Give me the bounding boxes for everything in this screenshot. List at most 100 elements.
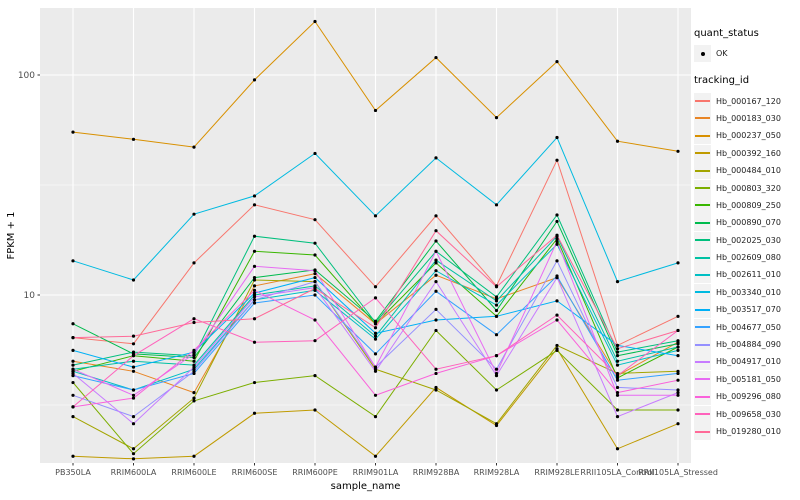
legend-entry-label: Hb_000167_120 <box>716 96 781 106</box>
data-point <box>313 374 317 378</box>
data-point <box>252 288 257 292</box>
legend-entry-Hb_000167_120: Hb_000167_120 <box>694 92 800 110</box>
data-point <box>71 322 75 326</box>
plot-panel <box>40 8 691 463</box>
data-point <box>71 130 75 134</box>
data-point <box>252 317 257 321</box>
data-point <box>71 374 75 378</box>
data-point <box>313 253 317 257</box>
data-point <box>192 369 196 373</box>
data-point <box>313 151 317 156</box>
data-point <box>192 261 196 265</box>
y-tick-label: 10 <box>24 291 36 301</box>
legend-key-box <box>694 405 711 423</box>
legend-entry-label: Hb_000237_050 <box>716 131 781 141</box>
data-point <box>252 203 257 207</box>
data-point <box>494 388 499 392</box>
data-point <box>676 371 680 376</box>
data-point <box>71 348 75 352</box>
legend-entry-Hb_002025_030: Hb_002025_030 <box>694 231 800 249</box>
x-tick-label: RRIM600PE <box>292 468 338 477</box>
data-point <box>434 328 438 333</box>
legend-key-box <box>694 370 711 388</box>
line-glyph-icon <box>695 221 710 224</box>
data-point <box>494 203 499 207</box>
data-point <box>676 149 680 153</box>
data-point <box>313 286 317 291</box>
legend-key-box <box>694 423 711 440</box>
legend-entry-Hb_000237_050: Hb_000237_050 <box>694 127 800 145</box>
data-point <box>555 60 559 64</box>
data-point <box>494 308 499 313</box>
data-point <box>555 219 559 224</box>
data-point <box>373 108 378 113</box>
data-point <box>252 295 257 299</box>
data-point <box>676 328 680 333</box>
data-point <box>373 214 378 218</box>
data-point <box>373 320 378 325</box>
data-point <box>434 318 438 322</box>
data-point <box>615 393 620 397</box>
data-point <box>252 301 257 305</box>
data-point <box>615 447 620 451</box>
data-point <box>252 284 257 288</box>
data-point <box>192 391 196 395</box>
data-point <box>131 457 136 461</box>
data-point <box>252 380 257 385</box>
x-tick-label: RRIM600LA <box>111 468 157 477</box>
data-point <box>373 352 378 356</box>
data-point <box>555 213 559 217</box>
data-point <box>494 285 499 289</box>
legend-entry-Hb_004917_010: Hb_004917_010 <box>694 353 800 371</box>
data-point <box>434 388 438 392</box>
data-point <box>131 359 136 363</box>
legend-key-box <box>694 144 711 162</box>
legend-key-box <box>694 283 711 301</box>
data-point <box>555 348 559 352</box>
data-point <box>555 135 559 140</box>
legend-entry-Hb_002609_080: Hb_002609_080 <box>694 249 800 267</box>
data-point <box>373 454 378 458</box>
data-point <box>676 378 680 382</box>
line-glyph-icon <box>695 360 710 363</box>
data-point <box>71 359 75 363</box>
data-point <box>252 340 257 344</box>
data-point <box>615 371 620 376</box>
data-point <box>313 339 317 343</box>
legend-entry-Hb_000484_010: Hb_000484_010 <box>694 162 800 180</box>
data-point <box>615 408 620 412</box>
data-point <box>373 365 378 369</box>
data-point <box>373 296 378 300</box>
legend-entry-Hb_004884_090: Hb_004884_090 <box>694 336 800 354</box>
legend-entry-Hb_002611_010: Hb_002611_010 <box>694 266 800 284</box>
data-point <box>373 337 378 341</box>
data-point <box>676 391 680 395</box>
data-point <box>676 408 680 412</box>
data-point <box>494 116 499 120</box>
x-tick-label: RRIM600SE <box>232 468 278 477</box>
data-point <box>192 320 196 325</box>
data-point <box>615 359 620 363</box>
data-point <box>434 261 438 265</box>
legend-entry-label: Hb_000890_070 <box>716 218 781 228</box>
legend-entry-Hb_000183_030: Hb_000183_030 <box>694 109 800 127</box>
data-point <box>313 218 317 222</box>
data-point <box>615 343 620 348</box>
data-point <box>494 303 499 307</box>
legend-entry-Hb_019280_010: Hb_019280_010 <box>694 423 800 440</box>
x-axis-title: sample_name <box>331 481 401 492</box>
data-point <box>131 137 136 141</box>
data-point <box>252 278 257 282</box>
data-point <box>313 318 317 322</box>
y-tick-label: 100 <box>18 71 35 81</box>
legend-entry-Hb_003517_070: Hb_003517_070 <box>694 301 800 319</box>
legend-entry-label: Hb_003340_010 <box>716 287 781 297</box>
x-tick-label: RRII105LA_Stressed <box>638 468 718 477</box>
data-point <box>676 345 680 349</box>
data-point <box>131 350 136 354</box>
x-tick-label: RRIM928LA <box>474 468 520 477</box>
data-point <box>313 19 317 24</box>
line-glyph-icon <box>695 152 710 155</box>
data-point <box>192 145 196 149</box>
line-glyph-icon <box>695 239 710 242</box>
